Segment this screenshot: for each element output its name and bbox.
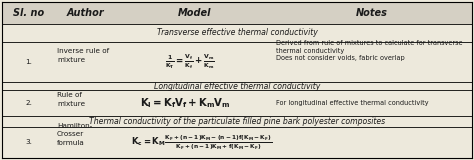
Text: 1.: 1. (25, 59, 32, 65)
Text: 2.: 2. (25, 100, 32, 106)
Text: Hamilton-
Crosser
formula: Hamilton- Crosser formula (57, 123, 92, 146)
Text: Derived from rule of mixtures to calculate for transverse
thermal conductivity
D: Derived from rule of mixtures to calcula… (276, 40, 463, 61)
Text: For longitudinal effective thermal conductivity: For longitudinal effective thermal condu… (276, 100, 429, 106)
Text: $\mathbf{K_c = K_M \frac{K_F + (n-1)K_M - (n-1)f(K_M - K_F)}{K_F + (n-1)K_M + f(: $\mathbf{K_c = K_M \frac{K_F + (n-1)K_M … (131, 133, 272, 152)
Text: 3.: 3. (25, 139, 32, 145)
Text: Model: Model (178, 8, 211, 18)
Text: $\mathbf{\frac{1}{K_T} = \frac{V_f}{K_f} + \frac{V_m}{K_m}}$: $\mathbf{\frac{1}{K_T} = \frac{V_f}{K_f}… (164, 52, 215, 71)
Text: Transverse effective thermal conductivity: Transverse effective thermal conductivit… (156, 28, 318, 37)
Bar (2, 2, 472, 24)
Text: Thermal conductivity of the particulate filled pine bark polyester composites: Thermal conductivity of the particulate … (89, 117, 385, 126)
Text: Author: Author (66, 8, 104, 18)
Text: Sl. no: Sl. no (13, 8, 44, 18)
Text: Notes: Notes (356, 8, 388, 18)
Text: $\mathbf{K_l = K_f V_f + K_m V_m}$: $\mathbf{K_l = K_f V_f + K_m V_m}$ (139, 96, 230, 110)
Text: Longitudinal effective thermal conductivity: Longitudinal effective thermal conductiv… (154, 82, 320, 91)
Text: Inverse rule of
mixture: Inverse rule of mixture (57, 48, 109, 63)
Text: Rule of
mixture: Rule of mixture (57, 92, 85, 107)
